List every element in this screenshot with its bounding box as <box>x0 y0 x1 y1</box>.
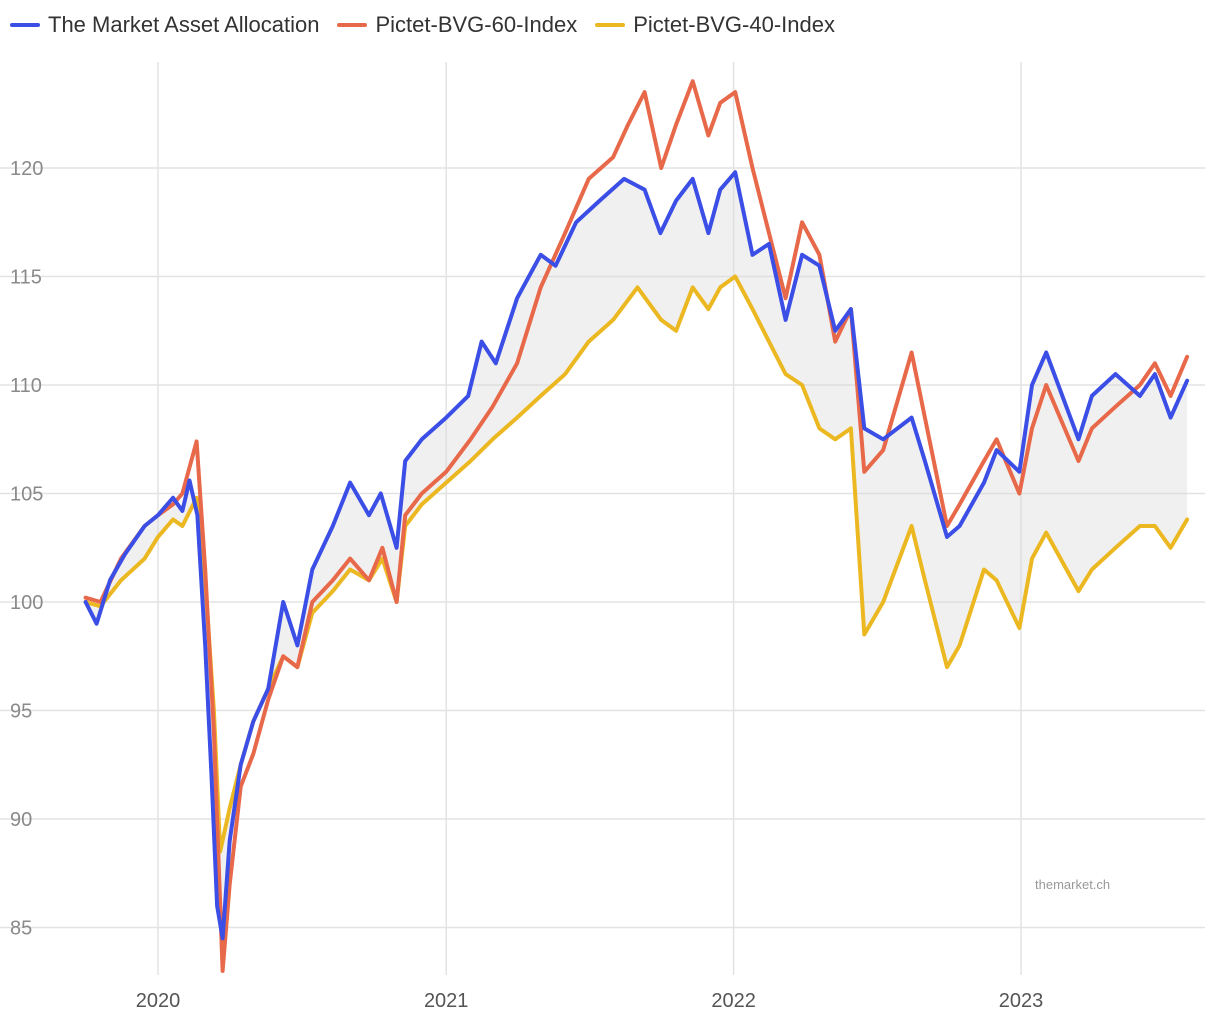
legend-item-bvg-60[interactable]: Pictet-BVG-60-Index <box>337 12 577 38</box>
y-tick-label: 115 <box>10 267 42 289</box>
y-tick-label: 85 <box>10 918 32 940</box>
x-axis-ticks: 2020 2021 2022 2023 <box>136 990 1044 1012</box>
legend-item-bvg-40[interactable]: Pictet-BVG-40-Index <box>595 12 835 38</box>
legend-label: Pictet-BVG-40-Index <box>633 12 835 37</box>
watermark-text: themarket.ch <box>1035 877 1110 892</box>
y-tick-label: 95 <box>10 701 32 723</box>
y-tick-label: 120 <box>10 158 43 180</box>
series-lines <box>83 79 1190 973</box>
band-area <box>85 172 1188 939</box>
series-line-2 <box>83 274 1190 854</box>
y-tick-label: 90 <box>10 809 32 831</box>
x-tick-label: 2022 <box>711 990 756 1012</box>
chart-legend: The Market Asset Allocation Pictet-BVG-6… <box>10 12 835 38</box>
x-tick-label: 2023 <box>999 990 1044 1012</box>
series-line-0 <box>83 170 1190 941</box>
legend-label: The Market Asset Allocation <box>48 12 320 37</box>
legend-label: Pictet-BVG-60-Index <box>375 12 578 37</box>
legend-item-market-asset-allocation[interactable]: The Market Asset Allocation <box>10 12 319 38</box>
x-tick-label: 2021 <box>424 990 469 1012</box>
shaded-band <box>85 172 1188 939</box>
legend-swatch-bvg-40 <box>595 23 626 27</box>
y-tick-label: 100 <box>10 592 43 614</box>
y-axis-ticks: 85 90 95 100 105 110 115 120 <box>10 158 43 940</box>
legend-swatch-bvg-60 <box>337 23 368 27</box>
legend-swatch-market-asset-allocation <box>10 23 40 27</box>
x-tick-label: 2020 <box>136 990 181 1012</box>
y-tick-label: 110 <box>10 375 42 397</box>
series-line-1 <box>83 79 1190 973</box>
y-tick-label: 105 <box>10 484 43 506</box>
